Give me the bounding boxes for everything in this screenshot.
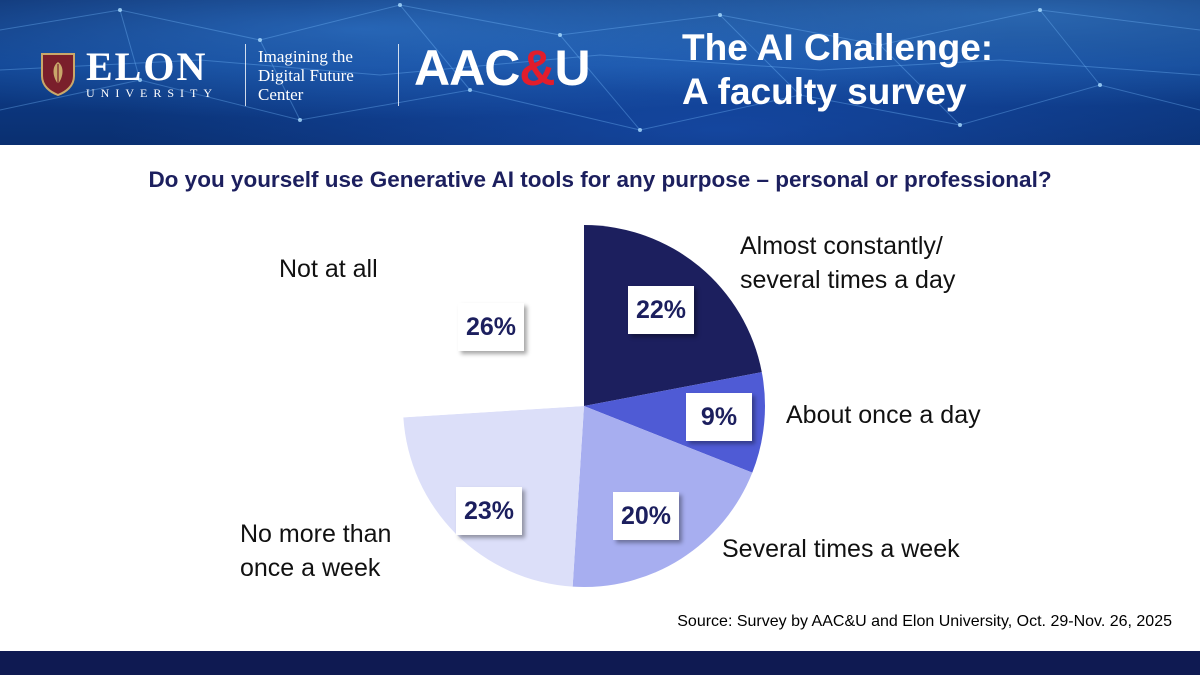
slice-category-label: Several times a week <box>722 532 960 566</box>
elon-shield-icon <box>41 53 75 96</box>
slice-value-label: 26% <box>458 303 524 351</box>
slice-value-label: 22% <box>628 286 694 334</box>
source-note: Source: Survey by AAC&U and Elon Univers… <box>677 613 1172 630</box>
slice-value-label: 20% <box>613 492 679 540</box>
slice-value-label: 9% <box>686 393 752 441</box>
slice-value-label: 23% <box>456 487 522 535</box>
slice-category-label-line: No more than <box>240 520 392 548</box>
aacu-logo-prefix: AAC <box>414 40 520 96</box>
slice-category-label: About once a day <box>786 398 981 432</box>
slice-category-label-line: About once a day <box>786 401 981 429</box>
slice-category-label-line: Not at all <box>279 255 378 283</box>
slice-category-label-line: Almost constantly/ <box>740 232 943 260</box>
digital-future-center-name: Imagining the Digital Future Center <box>258 47 354 104</box>
aacu-logo-suffix: U <box>554 40 590 96</box>
logo-divider <box>398 44 399 106</box>
aacu-logo-ampersand: & <box>519 40 555 96</box>
slice-category-label-line: several times a day <box>740 266 956 294</box>
banner-title-line-1: The AI Challenge: <box>682 27 994 68</box>
slice-category-label-line: Several times a week <box>722 535 960 563</box>
banner-title: The AI Challenge: A faculty survey <box>682 26 1102 114</box>
chart-title: Do you yourself use Generative AI tools … <box>148 167 1052 192</box>
slice-category-label: Not at all <box>279 252 378 286</box>
network-background-graphic <box>0 3 1200 132</box>
elon-logo-name: ELON <box>86 44 208 89</box>
slice-category-label: No more than once a week <box>240 517 391 585</box>
banner-title-line-2: A faculty survey <box>682 71 967 112</box>
slice-category-label: Almost constantly/several times a day <box>740 229 955 297</box>
footer-bar <box>0 651 1200 675</box>
elon-university-logo: ELON UNIVERSITY <box>40 44 218 100</box>
elon-logo-sub: UNIVERSITY <box>86 86 218 100</box>
slice-category-label-line: once a week <box>240 554 381 582</box>
aacu-logo: AAC&U <box>414 38 591 98</box>
header-banner: ELON UNIVERSITY Imagining the Digital Fu… <box>0 0 1200 145</box>
logo-divider <box>245 44 246 106</box>
